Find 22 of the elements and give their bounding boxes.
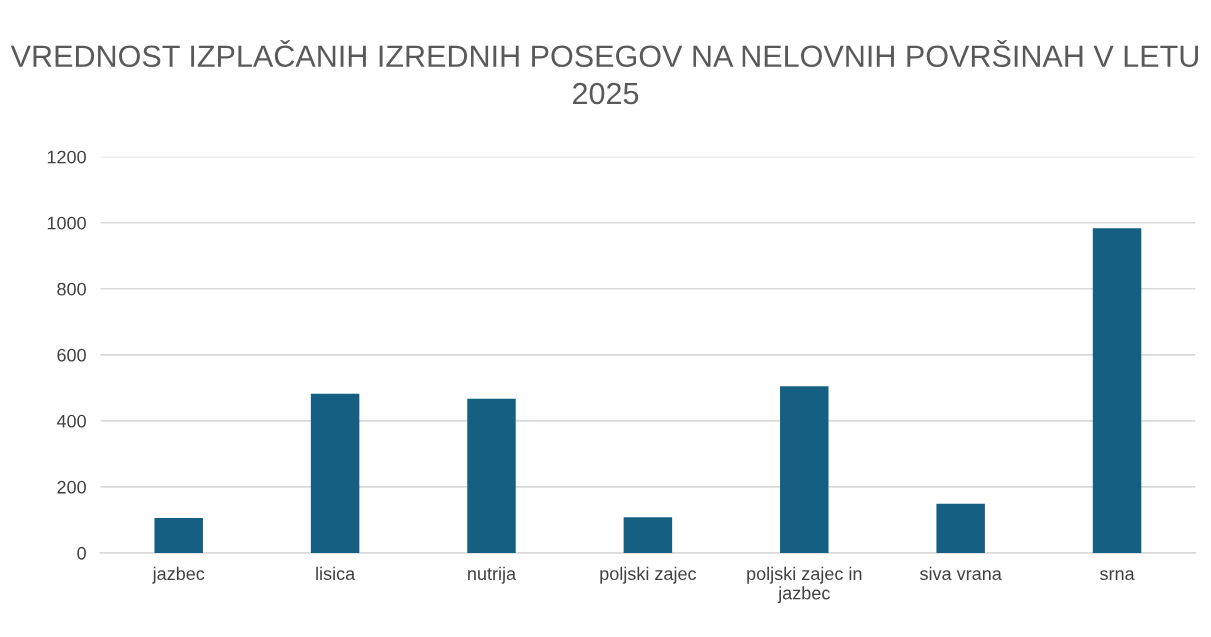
bar [467,398,516,553]
x-tick-label: poljski zajec in jazbec [747,566,862,604]
bar [780,386,829,553]
chart-title: VREDNOST IZPLAČANIH IZREDNIH POSEGOV NA NELOVNIH POVRŠINAH V LETU 2025 [10,40,1198,105]
y-tick-label: 400 [56,414,86,428]
x-tick-label: poljski zajec [600,566,697,584]
x-tick-label: srna [1100,570,1135,581]
bar [310,393,360,553]
y-tick-label: 1000 [47,216,86,230]
bar [1092,228,1142,553]
y-tick-label: 0 [77,546,86,560]
bar [936,503,985,553]
x-tick-label: nutrija [468,566,517,584]
x-tick-label: lisica [316,566,356,581]
x-tick-label: siva vrana [920,566,1002,581]
y-tick-label: 600 [57,348,86,362]
y-tick-label: 1200 [47,150,86,164]
bar [623,517,673,553]
x-tick-label: jazbec [152,566,205,584]
y-tick-label: 800 [57,282,86,296]
bar [154,517,203,553]
y-tick-label: 200 [57,480,86,494]
